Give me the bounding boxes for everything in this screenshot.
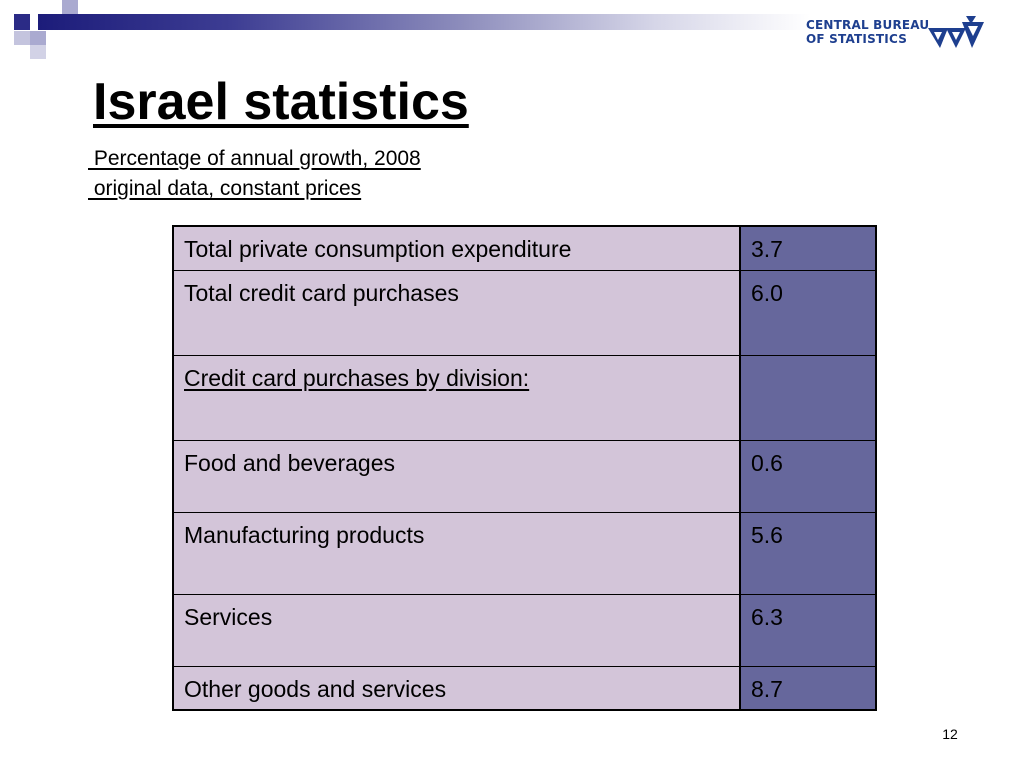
row-value: 8.7 [739,665,877,711]
logo-line-1: CENTRAL BUREAU [806,18,930,32]
row-value: 3.7 [739,225,877,271]
row-label: Other goods and services [172,665,741,711]
growth-table: Total private consumption expenditure 3.… [172,225,877,711]
table-row: Services 6.3 [172,593,877,667]
table-row: Total credit card purchases 6.0 [172,269,877,356]
row-label-section-header: Credit card purchases by division: [172,354,741,441]
subtitle-line-2: original data, constant prices [88,177,362,200]
row-label: Total private consumption expenditure [172,225,741,271]
table-row: Food and beverages 0.6 [172,439,877,513]
page-title: Israel statistics [93,73,469,131]
row-value: 0.6 [739,439,877,513]
subtitle-line-1: Percentage of annual growth, 2008 [88,147,421,170]
row-value [739,354,877,441]
row-label: Manufacturing products [172,511,741,595]
table-row: Total private consumption expenditure 3.… [172,225,877,271]
header-gradient-bar [38,14,810,30]
row-label: Total credit card purchases [172,269,741,356]
decor-square-light [14,31,30,45]
logo-line-2: OF STATISTICS [806,32,908,46]
row-value: 6.3 [739,593,877,667]
logo-text: CENTRAL BUREAU OF STATISTICS [806,18,929,46]
decor-square-light [30,31,46,45]
decor-square-light [62,0,78,14]
decor-square-light [30,45,46,59]
cbs-logo: CENTRAL BUREAU OF STATISTICS [806,14,996,50]
row-label: Food and beverages [172,439,741,513]
section-header-text: Credit card purchases by division: [184,364,530,391]
decor-square-dark [14,14,30,30]
page-number: 12 [942,726,958,742]
table-row: Credit card purchases by division: [172,354,877,441]
table-row: Other goods and services 8.7 [172,665,877,711]
row-label: Services [172,593,741,667]
row-value: 6.0 [739,269,877,356]
row-value: 5.6 [739,511,877,595]
cbs-emblem-icon [928,16,984,48]
table-row: Manufacturing products 5.6 [172,511,877,595]
